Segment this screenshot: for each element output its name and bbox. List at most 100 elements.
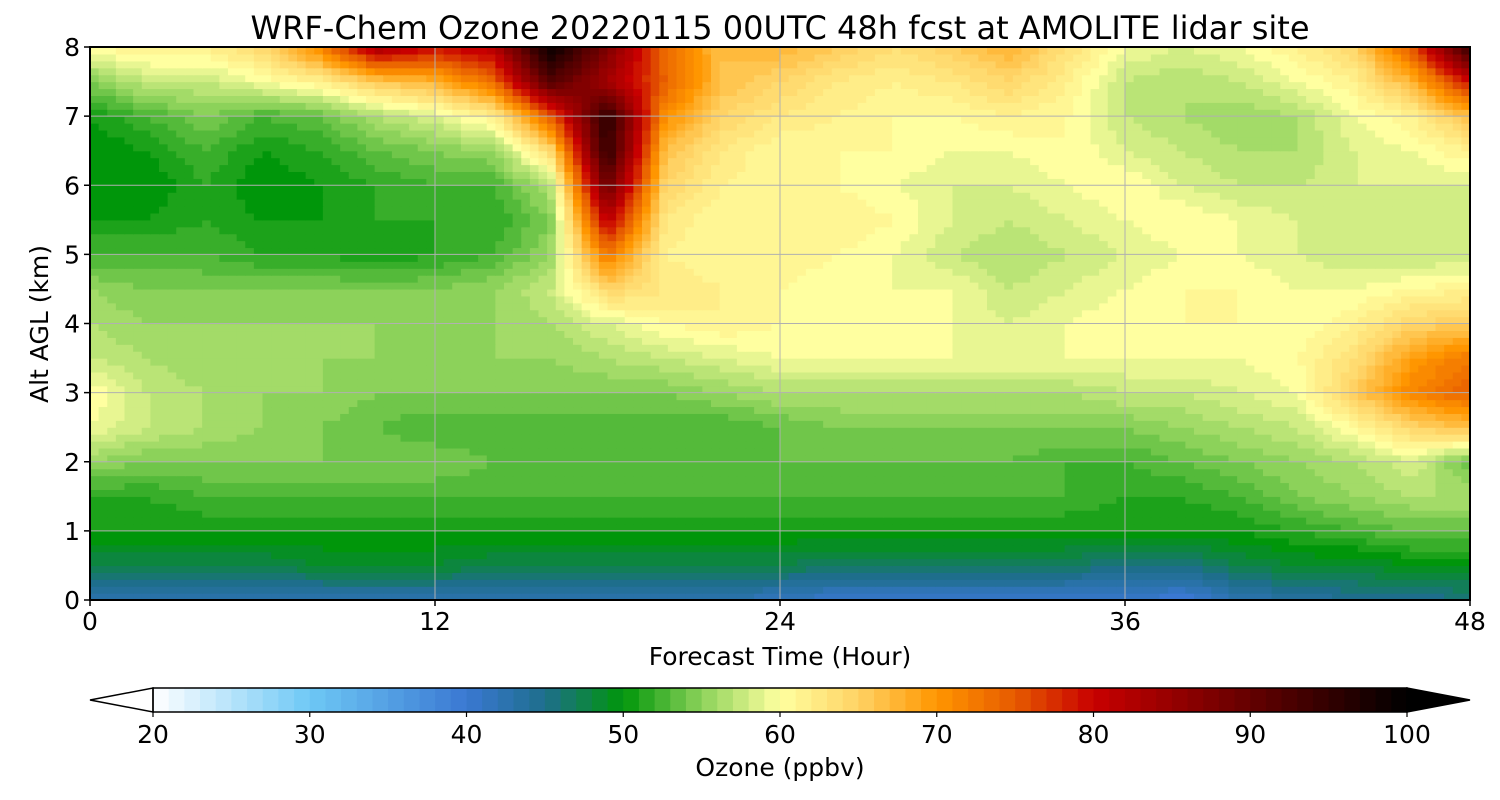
heat-cell: [279, 489, 289, 497]
heat-cell: [374, 420, 384, 428]
heat-cell: [210, 461, 220, 470]
heat-cell: [1228, 558, 1238, 567]
heat-cell: [1021, 461, 1031, 470]
heat-cell: [167, 441, 177, 449]
heat-cell: [1280, 586, 1290, 594]
heat-cell: [762, 503, 772, 511]
heat-cell: [366, 461, 376, 470]
heat-cell: [1332, 523, 1342, 532]
heat-cell: [1288, 572, 1299, 580]
heat-cell: [322, 572, 333, 580]
heat-cell: [1237, 434, 1247, 442]
heat-cell: [245, 489, 255, 497]
heat-cell: [1125, 503, 1135, 511]
heat-cell: [366, 579, 376, 587]
heat-cell: [1435, 447, 1445, 456]
heat-cell: [1099, 475, 1109, 484]
heat-cell: [616, 392, 626, 401]
heat-cell: [1133, 475, 1143, 484]
heat-cell: [952, 496, 962, 504]
heat-cell: [555, 427, 565, 435]
heat-cell: [1288, 434, 1299, 442]
heat-cell: [995, 406, 1005, 414]
heat-cell: [124, 413, 134, 421]
heat-cell: [788, 530, 798, 539]
heat-cell: [133, 537, 143, 546]
heat-cell: [1211, 530, 1221, 539]
heat-cell: [736, 475, 747, 484]
heat-cell: [1228, 572, 1238, 580]
heat-cell: [228, 537, 238, 546]
heat-cell: [391, 489, 402, 497]
heat-cell: [529, 468, 540, 477]
heat-cell: [1030, 517, 1040, 525]
heat-cell: [1168, 392, 1178, 401]
heat-cell: [1401, 434, 1411, 442]
heat-cell: [391, 593, 402, 600]
heat-cell: [1340, 434, 1350, 442]
heat-cell: [1452, 510, 1462, 518]
heat-cell: [1349, 565, 1359, 573]
heat-cell: [1185, 565, 1195, 573]
heat-cell: [486, 503, 496, 511]
heat-cell: [1176, 572, 1186, 580]
heat-cell: [1021, 482, 1031, 490]
heat-cell: [642, 454, 652, 463]
heat-cell: [814, 503, 824, 511]
heat-cell: [297, 447, 307, 456]
heat-cell: [1409, 537, 1419, 546]
heat-cell: [1263, 544, 1273, 553]
heat-cell: [331, 475, 341, 484]
heat-cell: [1064, 489, 1074, 497]
heat-cell: [1107, 517, 1117, 525]
heat-cell: [659, 441, 669, 449]
heat-cell: [417, 420, 427, 428]
heat-cell: [685, 551, 695, 560]
heat-cell: [1056, 413, 1066, 421]
heat-cell: [780, 385, 790, 394]
heat-cell: [1409, 517, 1419, 525]
heat-cell: [435, 420, 445, 428]
heat-cell: [279, 399, 289, 408]
heat-cell: [1004, 475, 1014, 484]
heat-cell: [452, 447, 462, 456]
heat-cell: [504, 454, 514, 463]
heat-cell: [288, 385, 298, 394]
heat-cell: [1297, 565, 1307, 573]
heat-cell: [1073, 496, 1083, 504]
heat-cell: [943, 468, 954, 477]
heat-cell: [667, 406, 678, 414]
heat-cell: [1392, 572, 1402, 580]
heat-cell: [866, 406, 876, 414]
heat-cell: [624, 586, 634, 594]
heat-cell: [521, 537, 531, 546]
heat-cell: [504, 447, 514, 456]
heat-cell: [1349, 406, 1359, 414]
heat-cell: [754, 586, 764, 594]
heat-cell: [745, 406, 755, 414]
heat-cell: [1142, 551, 1152, 560]
heat-cell: [1392, 489, 1402, 497]
heat-cell: [1306, 427, 1316, 435]
heat-cell: [745, 579, 755, 587]
heat-cell: [642, 447, 652, 456]
heat-cell: [633, 420, 643, 428]
heat-cell: [504, 558, 514, 567]
heat-cell: [1349, 454, 1359, 463]
heat-cell: [918, 579, 928, 587]
heat-cell: [1099, 434, 1109, 442]
heat-cell: [555, 447, 565, 456]
heat-cell: [107, 530, 117, 539]
heat-cell: [193, 565, 203, 573]
heat-cell: [193, 503, 203, 511]
heat-cell: [943, 427, 954, 435]
heat-cell: [1168, 530, 1178, 539]
heat-cell: [642, 510, 652, 518]
heat-cell: [978, 496, 988, 504]
heat-cell: [719, 441, 729, 449]
heat-cell: [90, 420, 100, 428]
heat-cell: [866, 441, 876, 449]
heat-cell: [1125, 447, 1135, 456]
heat-cell: [495, 572, 505, 580]
heat-cell: [521, 399, 531, 408]
